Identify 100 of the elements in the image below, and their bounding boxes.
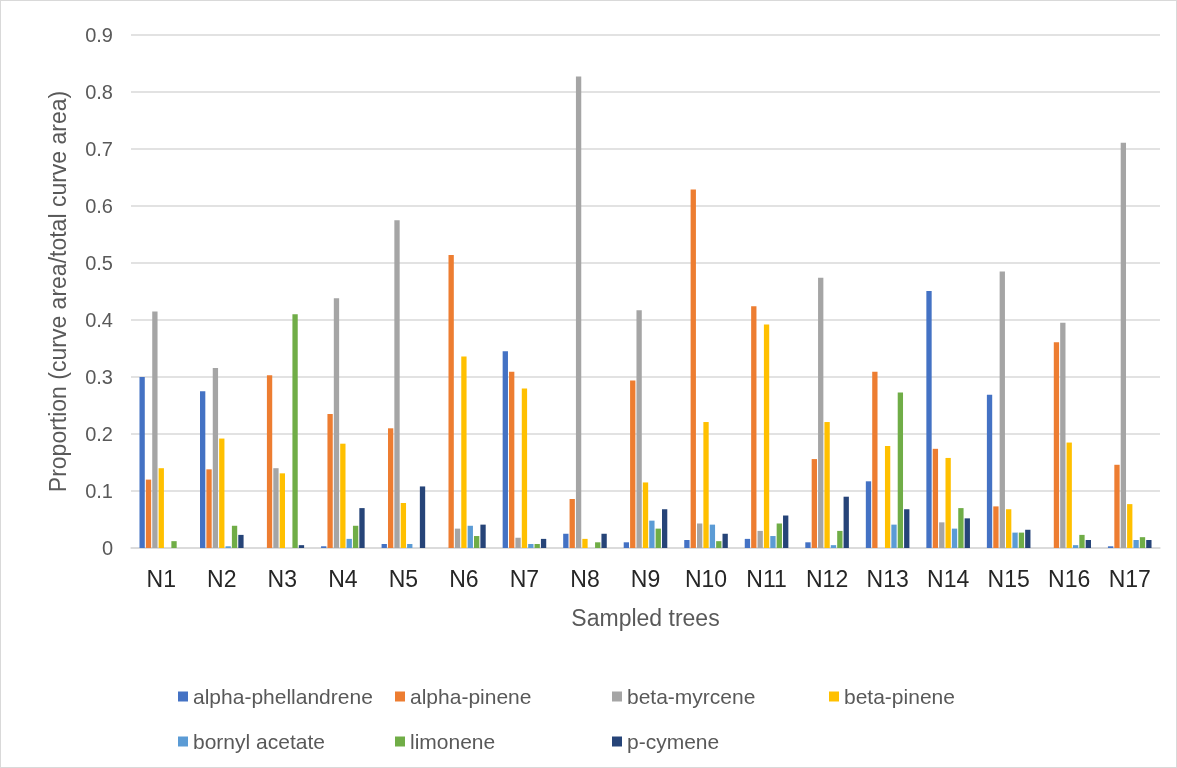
bar: [212, 367, 219, 548]
bar: [1133, 540, 1139, 548]
legend-label: beta-pinene: [844, 685, 955, 708]
bar: [407, 544, 413, 548]
bar: [528, 544, 534, 548]
bar: [381, 544, 387, 548]
bar: [387, 428, 394, 548]
bar: [1025, 529, 1031, 548]
bar: [690, 189, 696, 548]
bar: [601, 533, 607, 548]
bar: [400, 502, 407, 548]
bar: [945, 457, 951, 548]
bar: [932, 448, 939, 548]
bar: [346, 538, 352, 548]
bar: [891, 524, 897, 548]
bar: [655, 528, 661, 548]
x-tick-label: N17: [1108, 565, 1151, 592]
bar: [703, 422, 709, 548]
legend-label: alpha-phellandrene: [193, 685, 373, 708]
y-tick-label: 0: [101, 537, 113, 559]
bar: [266, 375, 273, 548]
bar: [830, 545, 837, 548]
bar: [884, 445, 891, 548]
bar: [1018, 532, 1025, 548]
bar: [684, 540, 690, 548]
bar: [474, 536, 480, 548]
bar: [837, 530, 843, 548]
y-tick-label: 0.6: [85, 195, 113, 217]
bar: [419, 486, 426, 548]
bar: [595, 542, 601, 548]
y-tick-label: 0.7: [85, 138, 113, 160]
bar: [152, 311, 158, 548]
bar: [865, 481, 872, 548]
bar: [352, 525, 359, 548]
bar: [716, 541, 722, 548]
bar: [139, 377, 145, 548]
bar: [563, 533, 569, 548]
bar: [1060, 322, 1066, 548]
x-tick-label: N2: [207, 565, 237, 592]
legend-label: alpha-pinene: [410, 685, 532, 708]
bar: [1127, 504, 1133, 548]
bar: [171, 541, 177, 548]
bar: [1146, 540, 1152, 548]
bar: [623, 542, 630, 548]
bar: [327, 414, 333, 548]
x-tick-label: N15: [987, 565, 1030, 592]
bar: [951, 528, 958, 548]
x-tick-label: N11: [746, 565, 787, 592]
bar: [843, 496, 849, 548]
bar: [219, 438, 225, 548]
x-tick-label: N12: [805, 565, 849, 592]
bar: [818, 277, 824, 548]
bar: [461, 356, 467, 548]
bar: [340, 443, 346, 548]
bar: [636, 310, 642, 548]
bar: [811, 459, 817, 548]
bar: [999, 271, 1005, 548]
x-tick-label: N5: [388, 565, 419, 592]
bar: [630, 380, 636, 548]
bar: [763, 324, 770, 548]
bar: [770, 536, 776, 548]
bar: [783, 515, 789, 548]
bar: [569, 498, 575, 548]
x-tick-label: N10: [684, 565, 728, 592]
bar: [776, 523, 782, 548]
x-tick-label: N14: [927, 565, 970, 592]
bar: [502, 351, 508, 548]
bar: [298, 545, 305, 548]
bar: [1114, 464, 1120, 548]
y-axis-title: Proportion (curve area/total curve area): [44, 90, 71, 493]
y-tick-label: 0.9: [85, 24, 113, 46]
bar: [467, 525, 473, 548]
bar: [709, 524, 716, 548]
bar: [1012, 532, 1018, 548]
bar: [509, 371, 515, 548]
y-tick-label: 0.4: [85, 309, 113, 331]
x-axis-title: Sampled trees: [571, 604, 720, 631]
bar: [1079, 534, 1085, 548]
x-tick-label: N6: [449, 565, 479, 592]
bar: [1072, 545, 1079, 548]
x-tick-label: N16: [1048, 565, 1091, 592]
legend-label: bornyl acetate: [193, 730, 325, 753]
bar: [394, 220, 400, 548]
bar: [757, 530, 763, 548]
bar: [480, 524, 486, 548]
bar: [333, 298, 340, 548]
bar: [582, 538, 588, 548]
bar: [964, 518, 970, 548]
bar: [1053, 342, 1060, 548]
x-tick-label: N9: [630, 565, 661, 592]
legend-label: beta-myrcene: [627, 685, 756, 708]
bar: [534, 544, 540, 548]
bar: [1120, 142, 1127, 548]
y-tick-label: 0.2: [85, 423, 113, 445]
bar: [1085, 540, 1091, 548]
bar: [515, 537, 521, 548]
bar: [904, 509, 910, 548]
bar: [238, 534, 244, 548]
bar: [448, 255, 454, 548]
x-tick-label: N1: [146, 565, 176, 592]
